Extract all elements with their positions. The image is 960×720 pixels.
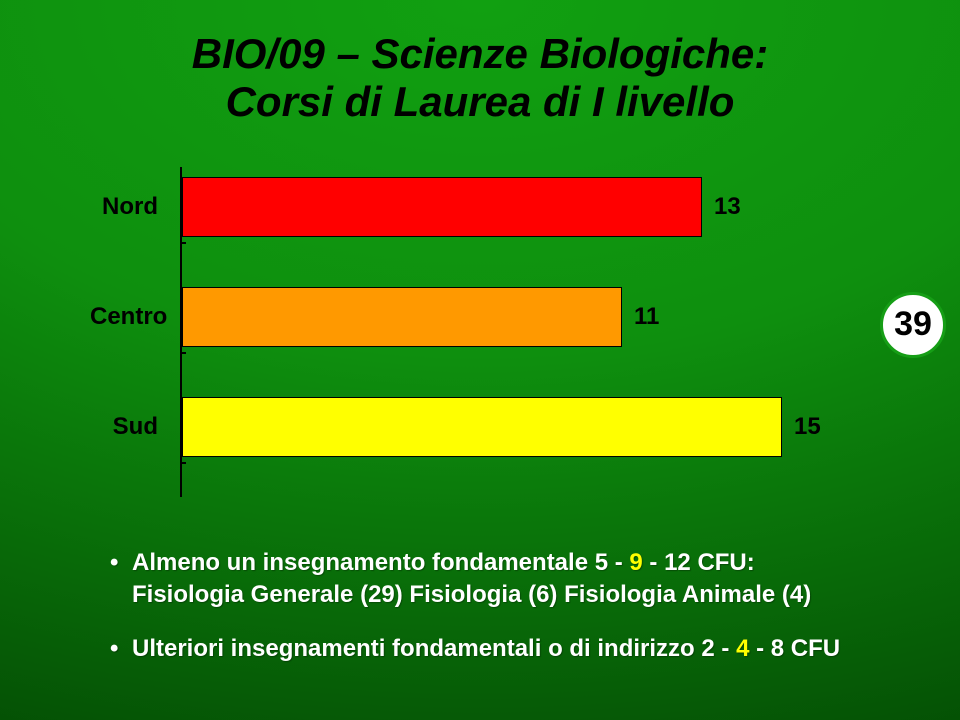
bullet-list: Almeno un insegnamento fondamentale 5 - … [110,547,860,666]
bullet-text: Ulteriori insegnamenti fondamentali o di… [132,635,736,662]
bar [182,397,782,457]
bullet-text: Almeno un insegnamento fondamentale 5 - [132,549,629,576]
title-line2: Corsi di Laurea di I livello [226,78,735,125]
bar-chart: 39 Nord13Centro11Sud15 [90,167,890,497]
bar-value: 13 [714,193,741,221]
bar-value: 15 [794,413,821,441]
page-title: BIO/09 – Scienze Biologiche: Corsi di La… [60,30,900,127]
category-label: Nord [90,193,170,221]
bar-row: Nord 13 [90,177,741,237]
bullet-item: Ulteriori insegnamenti fondamentali o di… [110,633,860,665]
bar [182,287,622,347]
total-badge-value: 39 [894,305,932,344]
bar [182,177,702,237]
bullet-highlight: 4 [736,635,749,662]
bar-row: Sud 15 [90,397,821,457]
bullet-item: Almeno un insegnamento fondamentale 5 - … [110,547,860,612]
bullet-text: - 8 CFU [749,635,840,662]
bar-row: Centro 11 [90,287,659,347]
bar-value: 11 [634,303,659,331]
title-line1: BIO/09 – Scienze Biologiche: [192,30,769,77]
total-badge: 39 [880,292,946,358]
category-label: Sud [90,413,170,441]
bullet-highlight: 9 [629,549,642,576]
slide-content: BIO/09 – Scienze Biologiche: Corsi di La… [0,0,960,720]
category-label: Centro [90,303,170,331]
